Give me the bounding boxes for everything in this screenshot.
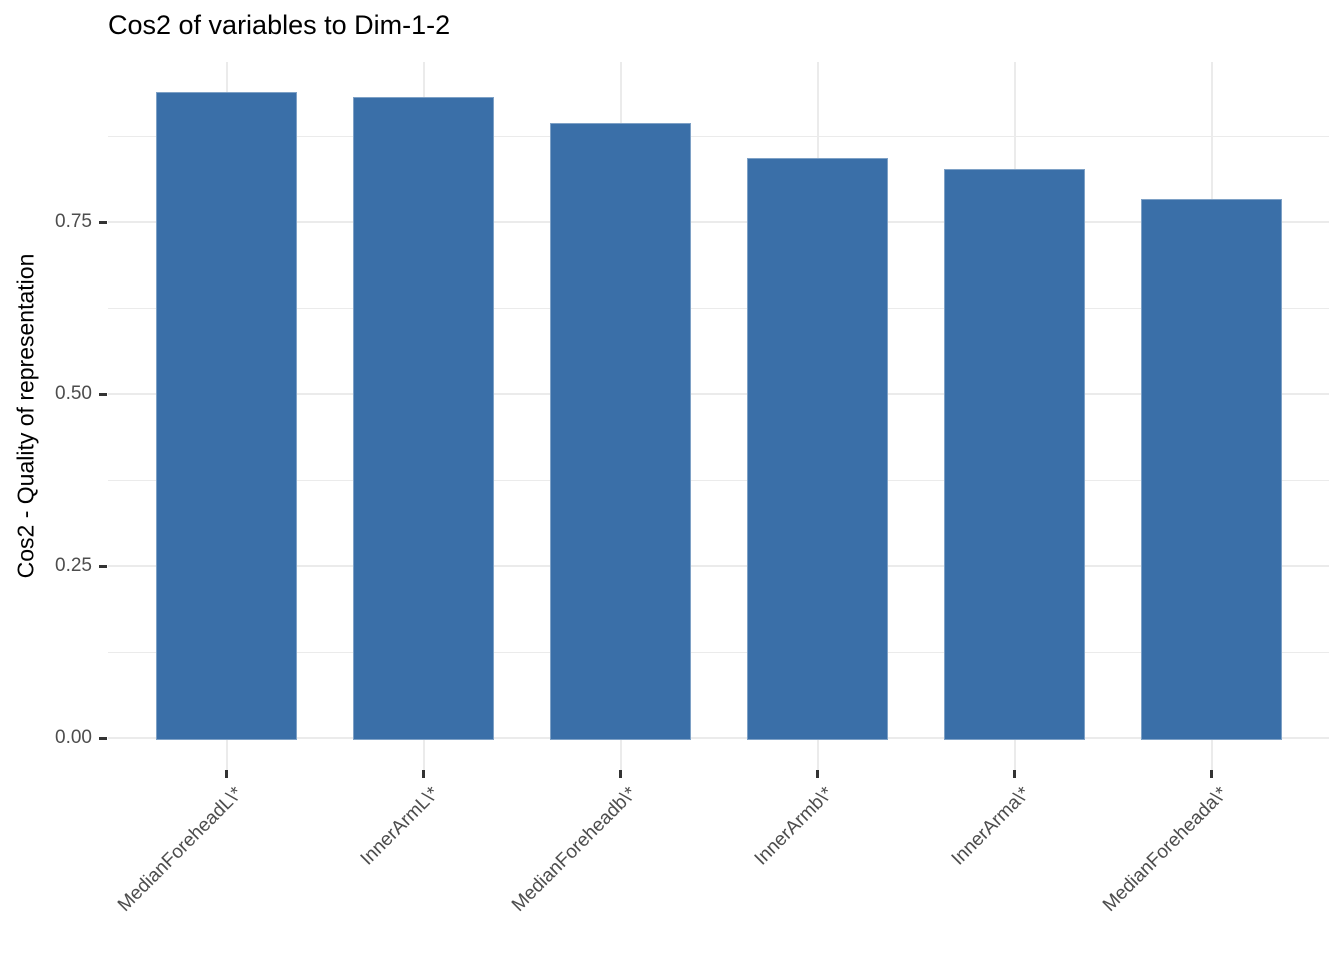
- bar: [156, 91, 297, 740]
- bar: [550, 122, 691, 740]
- x-tick-label: MedianForeheada\*: [1098, 783, 1232, 916]
- gridline-minor: [108, 136, 1329, 137]
- gridline-major: [108, 737, 1329, 739]
- y-tick-label: 0.00: [55, 727, 92, 748]
- x-tick-mark: [422, 770, 425, 778]
- x-tick-label: MedianForeheadL\*: [113, 783, 247, 916]
- y-tick-mark: [99, 392, 107, 396]
- x-tick-mark: [619, 770, 622, 778]
- gridline-minor: [108, 480, 1329, 481]
- bar: [353, 96, 494, 740]
- chart-title: Cos2 of variables to Dim-1-2: [108, 10, 451, 40]
- x-tick-label: InnerArmL\*: [356, 783, 444, 870]
- x-tick-label: InnerArma\*: [947, 783, 1035, 870]
- x-tick-label: MedianForeheadb\*: [507, 783, 641, 916]
- y-tick-mark: [99, 564, 107, 568]
- gridline-minor: [108, 652, 1329, 653]
- y-axis-title: Cos2 - Quality of representation: [12, 253, 39, 579]
- x-tick-mark: [1210, 770, 1213, 778]
- bar: [1141, 199, 1282, 740]
- gridline-minor: [108, 308, 1329, 309]
- x-tick-label: InnerArmb\*: [750, 783, 838, 870]
- y-tick-label: 0.25: [55, 555, 92, 576]
- y-tick-label: 0.50: [55, 383, 92, 404]
- x-tick-mark: [816, 770, 819, 778]
- x-tick-mark: [225, 770, 228, 778]
- x-tick-mark: [1013, 770, 1016, 778]
- bar: [747, 158, 888, 740]
- y-tick-label: 0.75: [55, 211, 92, 232]
- bar: [944, 169, 1085, 740]
- gridline-major: [108, 221, 1329, 223]
- gridline-major: [108, 565, 1329, 567]
- y-tick-mark: [99, 220, 107, 224]
- y-tick-mark: [99, 736, 107, 740]
- gridline-major: [108, 393, 1329, 395]
